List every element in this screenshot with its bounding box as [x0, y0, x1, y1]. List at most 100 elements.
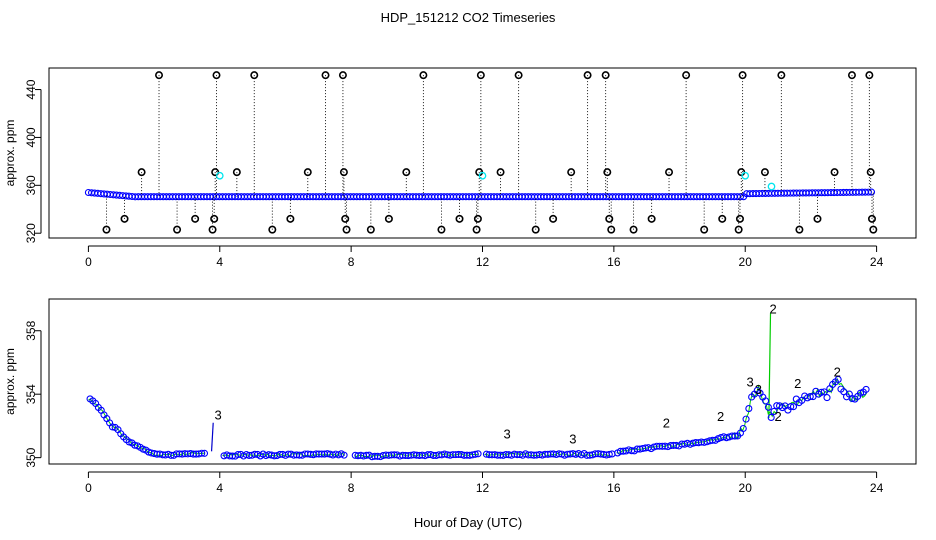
flag-point: [866, 168, 875, 177]
data-point: [471, 450, 479, 458]
series-label: 3: [747, 374, 754, 389]
flag-point: [583, 71, 592, 80]
y-tick-label: 354: [24, 384, 38, 404]
flag-point: [191, 214, 200, 223]
flag-point: [567, 168, 576, 177]
flag-point: [865, 71, 874, 80]
data-point: [764, 403, 772, 411]
flag-point: [867, 214, 876, 223]
series-label: 2: [663, 416, 670, 431]
y-tick-label: 320: [24, 223, 38, 243]
series-label: 2: [717, 409, 724, 424]
data-point: [806, 393, 814, 401]
x-tick-label: 12: [476, 481, 490, 495]
data-point: [823, 394, 831, 402]
flag-point: [342, 225, 351, 234]
plot-frame: [48, 67, 917, 239]
flag-point: [173, 225, 182, 234]
spike-line: [768, 313, 772, 418]
y-tick-label: 400: [24, 127, 38, 147]
data-point: [770, 407, 778, 416]
cyan-point: [215, 171, 224, 180]
flag-point: [419, 71, 428, 80]
flag-point: [795, 225, 804, 234]
x-tick-label: 0: [85, 255, 92, 269]
flag-point: [735, 214, 744, 223]
y-axis-label: approx. ppm: [3, 348, 17, 415]
x-tick-label: 16: [607, 481, 621, 495]
data-point: [864, 188, 872, 196]
flag-point: [601, 71, 610, 80]
x-tick-label: 8: [348, 481, 355, 495]
data-point: [762, 397, 770, 405]
flag-point: [120, 214, 129, 223]
x-tick-label: 12: [476, 255, 490, 269]
series-label: 2: [794, 376, 801, 391]
flag-point: [341, 214, 350, 223]
x-tick-label: 24: [870, 255, 884, 269]
y-tick-label: 440: [24, 79, 38, 99]
cyan-point: [741, 171, 750, 180]
flag-point: [647, 214, 656, 223]
x-tick-label: 16: [607, 255, 621, 269]
flag-point: [718, 214, 727, 223]
data-point: [862, 385, 870, 393]
flag-point: [402, 168, 411, 177]
series-label: 3: [755, 382, 762, 397]
y-tick-label: 350: [24, 447, 38, 467]
flag-point: [268, 225, 277, 234]
series-label: 3: [569, 431, 576, 446]
cyan-point: [478, 171, 487, 180]
flag-point: [210, 214, 219, 223]
data-point: [767, 413, 775, 422]
plot-frame: [48, 298, 917, 465]
series-label: 3: [504, 427, 511, 442]
data-point: [340, 451, 348, 459]
data-point: [789, 403, 798, 411]
data-point: [474, 450, 482, 458]
flag-point: [250, 71, 259, 80]
data-point: [787, 403, 795, 411]
flag-point: [155, 71, 164, 80]
chart-title: HDP_151212 CO2 Timeseries: [381, 10, 556, 25]
flag-point: [286, 214, 295, 223]
flag-point: [476, 71, 485, 80]
flag-point: [208, 225, 217, 234]
data-point: [834, 375, 842, 384]
top-panel: 0 4 8 12 16 20 24 320 360 400 440 approx. ppm: [3, 67, 917, 269]
flag-point: [437, 225, 446, 234]
flag-point: [531, 225, 540, 234]
cyan-point: [767, 182, 776, 191]
data-point: [108, 423, 116, 431]
flag-point: [549, 214, 558, 223]
flag-point: [303, 168, 312, 177]
data-point: [820, 388, 828, 396]
flag-point: [366, 225, 375, 234]
x-axis-label: Hour of Day (UTC): [414, 515, 522, 530]
series-label: 3: [215, 408, 222, 423]
flag-point: [472, 225, 481, 234]
flag-point: [603, 168, 612, 177]
series-label: 2: [774, 409, 781, 424]
x-tick-label: 4: [216, 481, 223, 495]
data-point: [198, 449, 206, 457]
data-point: [200, 449, 209, 457]
x-tick-label: 24: [870, 481, 884, 495]
flag-point: [629, 225, 638, 234]
spike-line: [210, 422, 214, 452]
y-tick-label: 360: [24, 175, 38, 195]
flag-point: [137, 168, 146, 177]
flag-point: [232, 168, 241, 177]
data-point: [731, 432, 739, 440]
flag-point: [760, 168, 769, 177]
data-point: [745, 405, 753, 413]
flag-point: [514, 71, 523, 80]
x-tick-label: 8: [348, 255, 355, 269]
flag-point: [869, 225, 878, 234]
data-point: [742, 415, 750, 423]
flag-point: [339, 168, 348, 177]
series-label: 2: [834, 365, 841, 380]
data-point: [739, 424, 747, 433]
green-trace: [88, 377, 868, 458]
flag-point: [338, 71, 347, 80]
